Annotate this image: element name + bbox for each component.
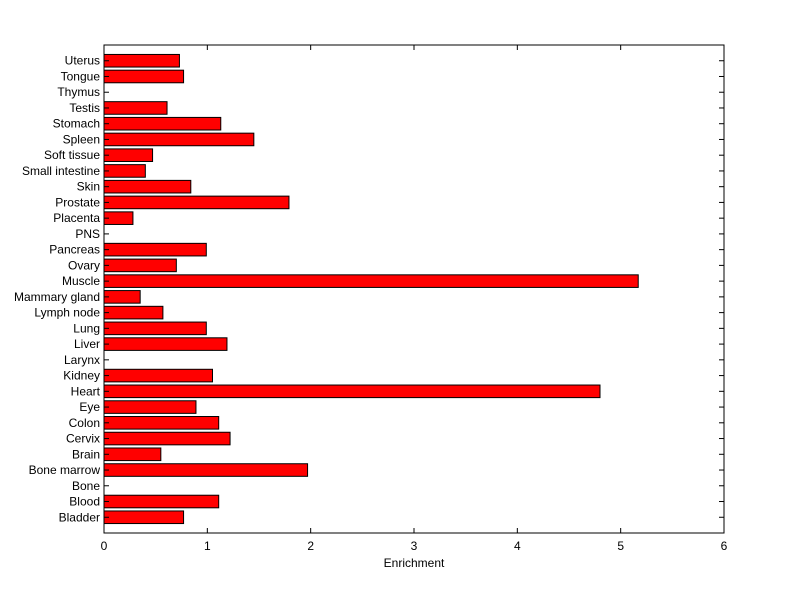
y-tick-label-blood: Blood — [69, 495, 100, 509]
y-tick-label-skin: Skin — [77, 180, 100, 194]
y-tick-label-bone: Bone — [72, 479, 100, 493]
y-tick-label-pancreas: Pancreas — [49, 243, 100, 257]
bar-stomach — [103, 116, 222, 131]
y-tick-label-cervix: Cervix — [66, 432, 100, 446]
y-tick-label-bone-marrow: Bone marrow — [29, 463, 101, 477]
bar-heart — [103, 384, 601, 399]
bar-uterus — [103, 53, 180, 68]
bar-tongue — [103, 69, 185, 84]
x-tick-label: 2 — [307, 539, 314, 553]
y-tick-label-placenta: Placenta — [53, 211, 100, 225]
bar-kidney — [103, 368, 213, 383]
y-tick-label-liver: Liver — [74, 337, 100, 351]
bar-bladder — [103, 510, 185, 525]
bar-mammary-gland — [103, 290, 141, 304]
y-tick-label-stomach: Stomach — [53, 117, 100, 131]
y-tick-label-bladder: Bladder — [59, 510, 100, 524]
bar-pancreas — [103, 242, 207, 257]
y-tick-label-eye: Eye — [79, 400, 100, 414]
plot-frame — [103, 44, 725, 534]
x-tick-label: 3 — [411, 539, 418, 553]
bar-bone-marrow — [103, 463, 309, 477]
y-tick-label-soft-tissue: Soft tissue — [44, 148, 100, 162]
bar-colon — [103, 416, 220, 430]
y-tick-label-pns: PNS — [75, 227, 100, 241]
y-tick-label-kidney: Kidney — [63, 369, 100, 383]
y-tick-label-brain: Brain — [72, 447, 100, 461]
bar-spleen — [103, 132, 255, 147]
y-tick-label-prostate: Prostate — [55, 195, 100, 209]
bar-small-intestine — [103, 164, 146, 178]
bar-eye — [103, 400, 197, 414]
x-tick-label: 5 — [617, 539, 624, 553]
y-tick-label-larynx: Larynx — [64, 353, 100, 367]
y-tick-label-lymph-node: Lymph node — [34, 306, 100, 320]
bar-skin — [103, 179, 192, 194]
bar-muscle — [103, 274, 639, 288]
bar-brain — [103, 447, 162, 462]
bar-prostate — [103, 195, 290, 210]
bar-ovary — [103, 258, 177, 273]
y-tick-label-thymus: Thymus — [57, 85, 100, 99]
bar-testis — [103, 101, 168, 115]
y-tick-label-mammary-gland: Mammary gland — [14, 290, 100, 304]
x-tick-label: 1 — [204, 539, 211, 553]
y-tick-label-heart: Heart — [71, 384, 101, 398]
y-tick-label-ovary: Ovary — [68, 258, 100, 272]
y-tick-label-testis: Testis — [69, 101, 100, 115]
bar-blood — [103, 494, 220, 509]
y-tick-label-tongue: Tongue — [61, 69, 101, 83]
y-tick-label-muscle: Muscle — [62, 274, 100, 288]
x-axis-title: Enrichment — [384, 556, 445, 570]
x-tick-label: 6 — [721, 539, 728, 553]
y-tick-label-colon: Colon — [69, 416, 100, 430]
bar-lung — [103, 321, 207, 336]
y-tick-label-small-intestine: Small intestine — [22, 164, 100, 178]
bar-soft-tissue — [103, 148, 154, 162]
y-tick-label-spleen: Spleen — [63, 132, 100, 146]
bar-liver — [103, 337, 228, 351]
y-tick-label-uterus: Uterus — [65, 54, 100, 68]
bar-cervix — [103, 431, 231, 446]
x-tick-label: 4 — [514, 539, 521, 553]
bar-lymph-node — [103, 305, 164, 320]
y-tick-label-lung: Lung — [73, 321, 100, 335]
x-tick-label: 0 — [101, 539, 108, 553]
